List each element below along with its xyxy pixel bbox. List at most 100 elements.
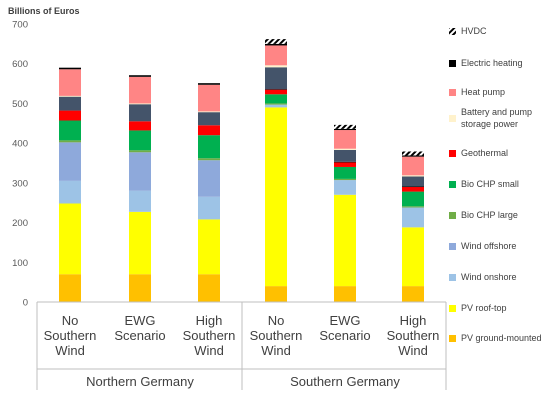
bar-segment-electric-heating-top xyxy=(402,155,424,157)
bar-segment-electric-heating xyxy=(402,186,424,188)
bars xyxy=(59,39,424,302)
legend-label: Heat pump xyxy=(461,87,505,97)
legend-label: Battery and pump storage power xyxy=(461,107,532,129)
legend-label: HVDC xyxy=(461,26,487,36)
bar-segment-bio-chp-large xyxy=(402,206,424,208)
bar-segment-bio-chp-large xyxy=(265,103,287,105)
bar-segment-electric-heating-top xyxy=(129,75,151,77)
bar-segment-battery-and-pump-storage-power xyxy=(198,111,220,113)
bar-segment-pv-ground-mounted xyxy=(334,286,356,302)
bar-segment-battery-and-pump-storage-power xyxy=(402,175,424,177)
bar-segment-bio-chp-small xyxy=(198,135,220,159)
bar-segment-bio-chp-small xyxy=(334,166,356,179)
bar-segment-wind-onshore xyxy=(402,207,424,228)
group-label: Northern Germany xyxy=(86,374,194,389)
bar-segment-pv-roof-top xyxy=(129,211,151,275)
legend-swatch xyxy=(449,181,456,188)
legend-swatch xyxy=(449,305,456,312)
bar-segment-wind-onshore xyxy=(129,190,151,212)
bar-segment-electric-heating-top xyxy=(334,128,356,131)
group-label: Southern Germany xyxy=(290,374,400,389)
bar-segment-bio-chp-small xyxy=(129,130,151,151)
bar-segment-geothermal xyxy=(265,89,287,95)
bar-segment-geothermal xyxy=(198,125,220,136)
bar-segment-pv-ground-mounted xyxy=(402,286,424,302)
bar-segment-heat-pump xyxy=(265,45,287,66)
bar-segment-pv-roof-top xyxy=(198,219,220,275)
bar-segment-battery-and-pump-storage-power xyxy=(129,103,151,105)
legend-swatch xyxy=(449,335,456,342)
y-tick-label: 300 xyxy=(12,178,28,189)
bar-segment-pv-roof-top xyxy=(59,203,81,275)
bar-segment-heat-pump-storage xyxy=(129,104,151,122)
bar-segment-electric-heating-top xyxy=(265,43,287,46)
bar-segment-heat-pump-storage xyxy=(265,67,287,90)
legend-swatch xyxy=(449,115,456,122)
legend-label: Geothermal xyxy=(461,148,508,158)
bar-segment-hvdc xyxy=(265,39,287,44)
y-tick-label: 600 xyxy=(12,59,28,70)
category-label: No Southern Wind xyxy=(250,313,303,358)
bar-segment-wind-onshore xyxy=(334,180,356,195)
legend-swatch xyxy=(449,150,456,157)
bar-segment-heat-pump xyxy=(334,130,356,149)
bar-segment-pv-ground-mounted xyxy=(265,286,287,302)
bar-segment-geothermal xyxy=(59,110,81,121)
legend-label: Wind onshore xyxy=(461,272,517,282)
bar-segment-geothermal xyxy=(402,186,424,192)
bar-segment-heat-pump-storage xyxy=(402,176,424,187)
bar-segment-wind-onshore xyxy=(59,180,81,204)
category-label: High Southern Wind xyxy=(387,313,440,358)
bar-segment-heat-pump xyxy=(198,84,220,112)
y-axis-ticks: 0 100 200 300 400 500 600 700 xyxy=(12,20,28,309)
bar-segment-pv-ground-mounted xyxy=(129,274,151,302)
legend-swatch xyxy=(449,243,456,250)
bar-segment-wind-offshore xyxy=(129,152,151,191)
group-labels: Northern Germany Southern Germany xyxy=(86,374,400,389)
legend-swatch xyxy=(449,28,456,35)
bar-segment-heat-pump xyxy=(129,76,151,104)
bar-segment-pv-ground-mounted xyxy=(198,274,220,302)
legend-label: PV roof-top xyxy=(461,303,507,313)
bar-segment-bio-chp-small xyxy=(59,120,81,141)
bar-segment-electric-heating-top xyxy=(59,67,81,70)
bar-segment-pv-ground-mounted xyxy=(59,274,81,302)
axes xyxy=(36,301,447,390)
bar-segment-bio-chp-large xyxy=(129,150,151,153)
bar-segment-geothermal xyxy=(129,121,151,131)
bar-segment-electric-heating-top xyxy=(198,83,220,85)
y-tick-label: 0 xyxy=(23,298,28,309)
legend-label: Bio CHP small xyxy=(461,179,519,189)
legend-swatch xyxy=(449,60,456,67)
category-label: High Southern Wind xyxy=(183,313,236,358)
category-label: EWG Scenario xyxy=(114,313,165,343)
bar-segment-bio-chp-large xyxy=(334,178,356,181)
legend-label: Electric heating xyxy=(461,58,523,68)
bar-segment-electric-heating xyxy=(334,161,356,163)
y-tick-label: 700 xyxy=(12,20,28,31)
legend-swatch xyxy=(449,212,456,219)
bar-segment-electric-heating xyxy=(265,89,287,90)
bar-segment-pv-roof-top xyxy=(334,194,356,287)
bar-segment-bio-chp-small xyxy=(402,191,424,207)
y-tick-label: 100 xyxy=(12,258,28,269)
y-axis-label: Billions of Euros xyxy=(8,6,80,16)
legend-swatch xyxy=(449,274,456,281)
bar-segment-bio-chp-small xyxy=(265,94,287,104)
category-label: No Southern Wind xyxy=(44,313,97,358)
bar-segment-geothermal xyxy=(334,162,356,167)
legend-swatch xyxy=(449,89,456,96)
bar-segment-heat-pump-storage xyxy=(198,112,220,126)
bar-segment-bio-chp-large xyxy=(59,140,81,143)
bar-segment-wind-onshore xyxy=(198,196,220,220)
y-tick-label: 200 xyxy=(12,218,28,229)
bar-segment-battery-and-pump-storage-power xyxy=(59,95,81,97)
bar-segment-heat-pump-storage xyxy=(334,149,356,162)
legend-label: Wind offshore xyxy=(461,241,516,251)
legend-label: Bio CHP large xyxy=(461,210,518,220)
category-labels: No Southern Wind EWG Scenario High Southern Win… xyxy=(44,313,440,358)
legend: HVDC Electric heating Heat pump Battery and… xyxy=(449,26,542,343)
bar-segment-heat-pump xyxy=(59,69,81,96)
category-label: EWG Scenario xyxy=(319,313,370,343)
